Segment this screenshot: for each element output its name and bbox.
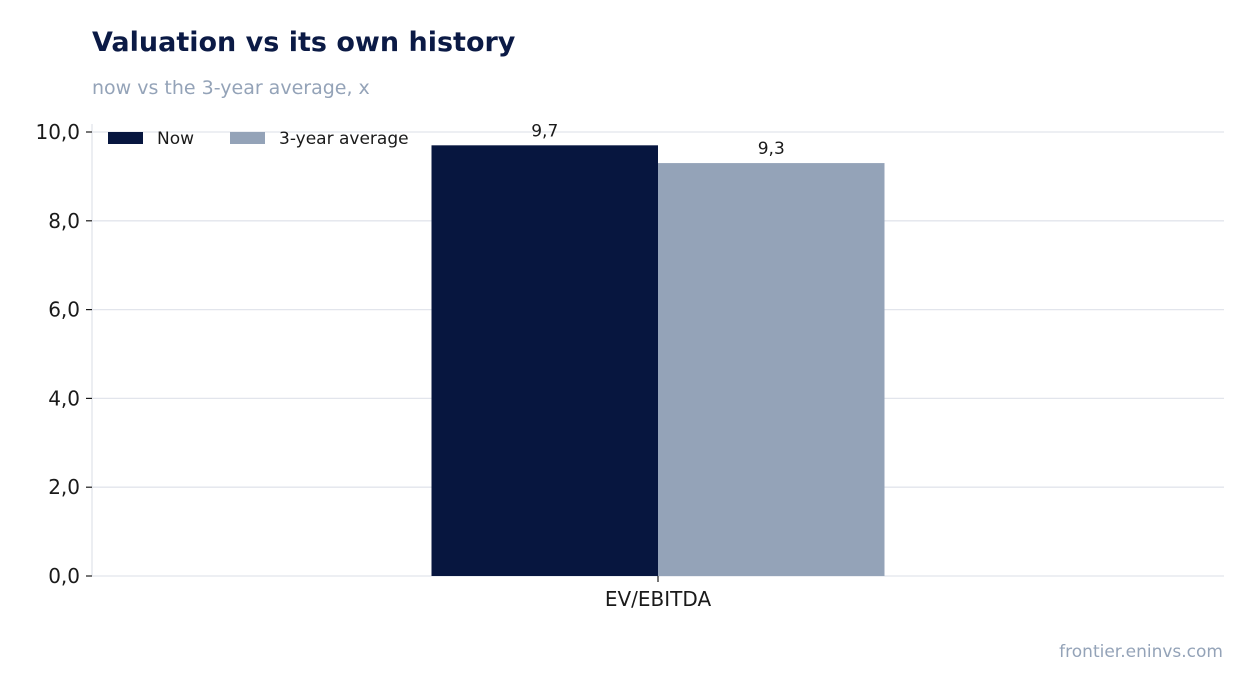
legend-label: Now <box>157 129 194 149</box>
y-tick-label: 6,0 <box>48 298 80 322</box>
legend-swatch <box>108 132 143 144</box>
bar <box>431 145 658 576</box>
y-tick-label: 4,0 <box>48 386 80 410</box>
source-credit: frontier.eninvs.com <box>1059 642 1223 662</box>
y-tick-label: 0,0 <box>48 564 80 588</box>
chart-subtitle: now vs the 3-year average, x <box>92 77 370 99</box>
y-tick-label: 10,0 <box>35 120 80 144</box>
data-label: 9,3 <box>758 139 785 159</box>
x-tick-label: EV/EBITDA <box>605 587 712 611</box>
y-tick-label: 8,0 <box>48 209 80 233</box>
bar <box>658 163 885 576</box>
legend-swatch <box>230 132 265 144</box>
y-tick-label: 2,0 <box>48 475 80 499</box>
chart-title: Valuation vs its own history <box>92 27 516 58</box>
data-label: 9,7 <box>531 121 558 141</box>
legend-label: 3-year average <box>279 129 409 149</box>
